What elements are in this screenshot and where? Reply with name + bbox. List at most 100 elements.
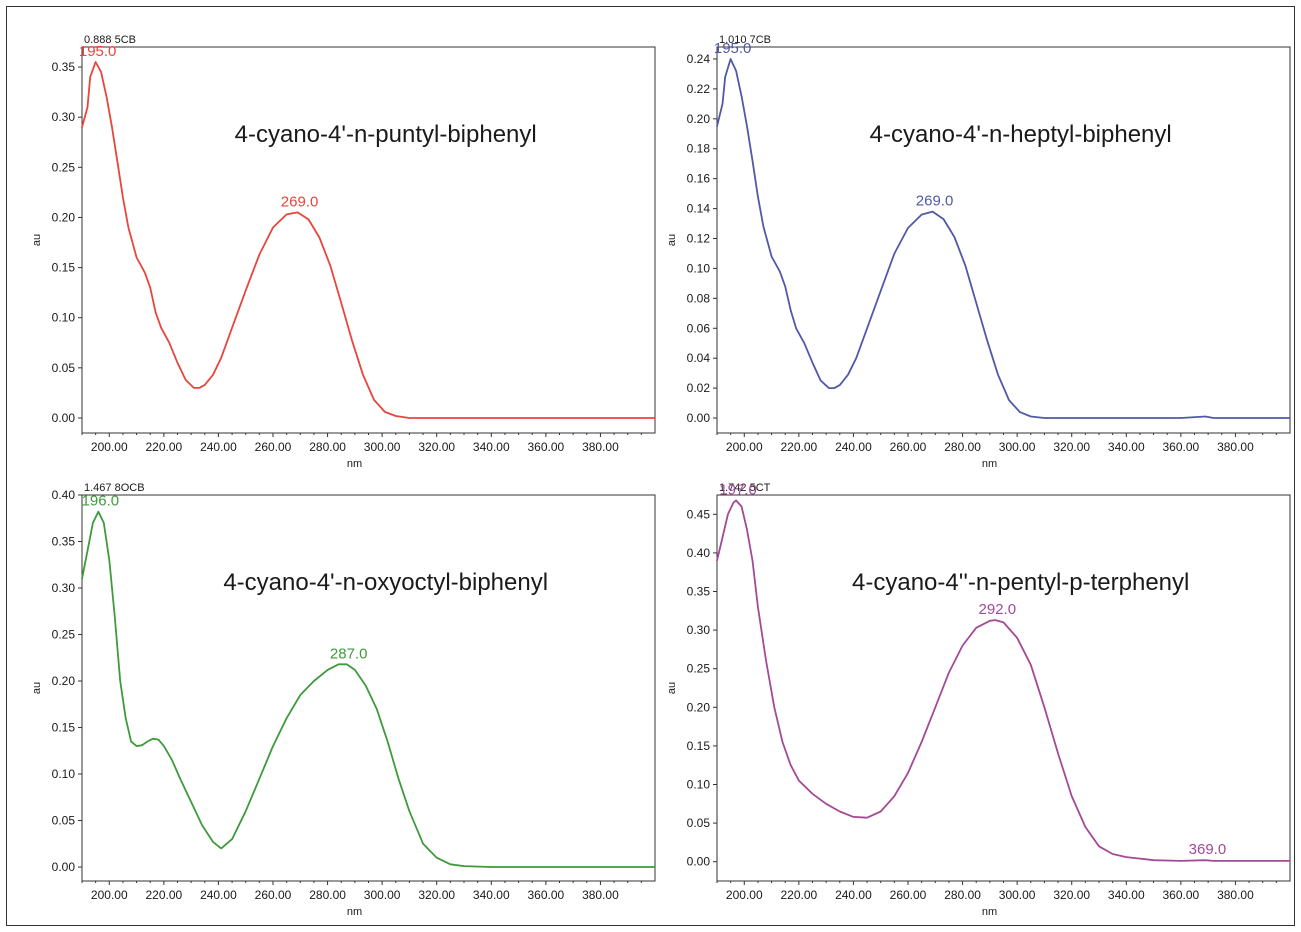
x-tick-label: 300.00 <box>999 440 1036 454</box>
x-tick-label: 320.00 <box>418 440 455 454</box>
figure-frame: 0.888 5CB 200.00 220.00 240.00 260.00 280.00 3… <box>6 6 1295 926</box>
y-axis-title: au <box>666 234 678 246</box>
x-tick-label: 240.00 <box>200 888 237 902</box>
y-axis-title: au <box>31 682 43 694</box>
y-axis-title: au <box>31 234 43 246</box>
uv-spectra-grid: 0.888 5CB 200.00 220.00 240.00 260.00 280.00 3… <box>31 34 1291 918</box>
x-tick-label: 280.00 <box>309 888 346 902</box>
spectrum-panel-1: 0.888 5CB 200.00 220.00 240.00 260.00 280.00 3… <box>31 34 656 470</box>
y-tick-label: 0.18 <box>687 142 711 156</box>
x-tick-label: 340.00 <box>1108 888 1145 902</box>
x-tick-label: 300.00 <box>999 888 1036 902</box>
plot-area <box>716 46 1291 434</box>
compound-name: 4-cyano-4'-n-puntyl-biphenyl <box>235 121 537 148</box>
y-tick-label: 0.15 <box>52 721 76 735</box>
x-tick-label: 360.00 <box>1163 888 1200 902</box>
y-tick-label: 0.30 <box>52 110 76 124</box>
peak-label: 292.0 <box>979 601 1017 618</box>
x-tick-label: 360.00 <box>528 888 565 902</box>
y-tick-label: 0.00 <box>52 860 76 874</box>
y-tick-label: 0.15 <box>52 261 76 275</box>
y-tick-label: 0.02 <box>687 381 711 395</box>
y-tick-label: 0.04 <box>687 351 711 365</box>
x-tick-label: 200.00 <box>726 888 763 902</box>
x-tick-label: 260.00 <box>890 888 927 902</box>
peak-label: 196.0 <box>82 493 120 510</box>
y-tick-label: 0.20 <box>687 700 711 714</box>
x-tick-label: 360.00 <box>528 440 565 454</box>
y-tick-label: 0.35 <box>52 60 76 74</box>
x-tick-label: 240.00 <box>200 440 237 454</box>
panel-header: 1.010 7CB <box>719 34 771 46</box>
x-tick-label: 380.00 <box>582 888 619 902</box>
x-tick-label: 200.00 <box>91 440 128 454</box>
y-tick-label: 0.00 <box>52 411 76 425</box>
y-tick-label: 0.16 <box>687 172 711 186</box>
x-tick-label: 380.00 <box>582 440 619 454</box>
x-tick-label: 260.00 <box>255 888 292 902</box>
peak-label: 195.0 <box>714 40 752 57</box>
y-tick-label: 0.05 <box>687 816 711 830</box>
peak-label: 287.0 <box>330 645 368 662</box>
y-tick-label: 0.35 <box>52 535 76 549</box>
x-tick-label: 240.00 <box>835 888 872 902</box>
y-tick-label: 0.10 <box>687 261 711 275</box>
y-tick-label: 0.15 <box>687 739 711 753</box>
y-tick-label: 0.20 <box>687 112 711 126</box>
x-tick-label: 280.00 <box>944 888 981 902</box>
spectrum-panel-2: 1.010 7CB 200.00 220.00 240.00 260.00 280.00 3… <box>666 34 1291 470</box>
plot-area <box>81 494 656 882</box>
x-tick-label: 260.00 <box>255 440 292 454</box>
peak-label: 269.0 <box>281 193 319 210</box>
panel-header: 1.742 5CT <box>719 482 771 494</box>
x-tick-label: 220.00 <box>781 888 818 902</box>
spectrum-panel-4: 1.742 5CT 200.00 220.00 240.00 260.00 280.00 3… <box>666 481 1291 918</box>
y-tick-label: 0.30 <box>687 623 711 637</box>
x-tick-label: 280.00 <box>944 440 981 454</box>
spectrum-line <box>716 499 1291 862</box>
y-tick-label: 0.25 <box>52 628 76 642</box>
peak-label: 197.0 <box>719 481 757 498</box>
y-tick-label: 0.40 <box>687 546 711 560</box>
y-tick-label: 0.12 <box>687 232 711 246</box>
plot-area <box>81 46 656 434</box>
x-axis-title: nm <box>982 906 997 918</box>
y-tick-label: 0.10 <box>52 767 76 781</box>
spectrum-line <box>716 58 1291 419</box>
spectrum-line <box>81 510 656 868</box>
y-axis-title: au <box>666 682 678 694</box>
panel-header: 1.467 8OCB <box>84 482 145 494</box>
plot-area <box>716 494 1291 882</box>
x-tick-label: 320.00 <box>418 888 455 902</box>
x-tick-label: 220.00 <box>781 440 818 454</box>
x-tick-label: 360.00 <box>1163 440 1200 454</box>
peak-label: 269.0 <box>916 193 954 210</box>
peak-label: 369.0 <box>1189 841 1227 858</box>
x-tick-label: 300.00 <box>364 440 401 454</box>
peak-label: 195.0 <box>79 43 117 60</box>
compound-name: 4-cyano-4'-n-oxyoctyl-biphenyl <box>223 569 548 596</box>
y-tick-label: 0.06 <box>687 321 711 335</box>
x-tick-label: 280.00 <box>309 440 346 454</box>
y-tick-label: 0.10 <box>687 778 711 792</box>
y-tick-label: 0.25 <box>687 662 711 676</box>
y-tick-label: 0.35 <box>687 585 711 599</box>
compound-name: 4-cyano-4''-n-pentyl-p-terphenyl <box>852 569 1189 596</box>
x-tick-label: 340.00 <box>473 440 510 454</box>
y-tick-label: 0.40 <box>52 488 76 502</box>
spectrum-panel-3: 1.467 8OCB 200.00 220.00 240.00 260.00 280.00… <box>31 482 656 918</box>
y-tick-label: 0.08 <box>687 291 711 305</box>
x-tick-label: 320.00 <box>1053 888 1090 902</box>
x-tick-label: 220.00 <box>146 440 183 454</box>
x-axis-title: nm <box>982 458 997 470</box>
x-tick-label: 220.00 <box>146 888 183 902</box>
y-tick-label: 0.25 <box>52 160 76 174</box>
x-tick-label: 300.00 <box>364 888 401 902</box>
compound-name: 4-cyano-4'-n-heptyl-biphenyl <box>870 121 1172 148</box>
x-tick-label: 380.00 <box>1217 440 1254 454</box>
panel-header: 0.888 5CB <box>84 34 136 46</box>
y-tick-label: 0.45 <box>687 507 711 521</box>
y-tick-label: 0.24 <box>687 52 711 66</box>
x-tick-label: 340.00 <box>1108 440 1145 454</box>
y-tick-label: 0.10 <box>52 311 76 325</box>
